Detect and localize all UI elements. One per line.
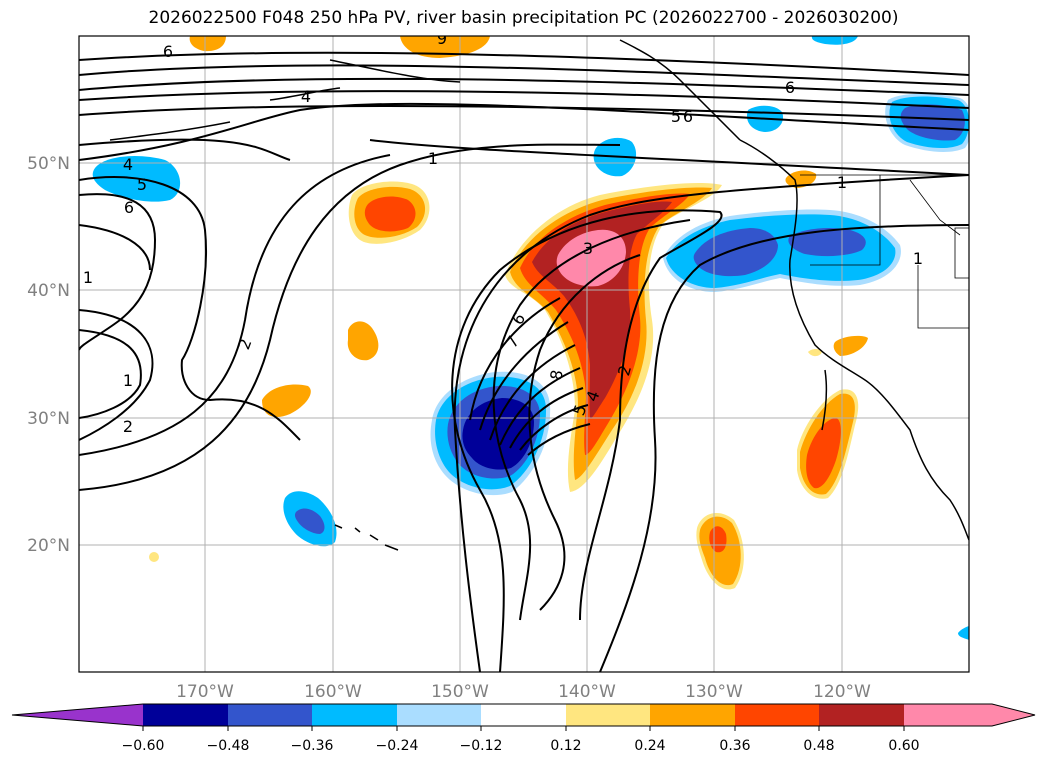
colorbar-tick: 0.48 [803,738,834,754]
lon-label: 160°W [304,682,362,702]
contour-label: 5 [137,175,147,194]
contour-label: 1 [837,173,847,192]
lat-label: 40°N [27,281,70,301]
lon-label: 130°W [685,682,743,702]
anomaly-pos-subtrop [262,384,311,418]
lon-label: 120°W [813,682,871,702]
colorbar-tick: 0.36 [719,738,750,754]
anomaly-plume-0.60 [556,229,626,287]
colorbar-tick: 0.60 [888,738,919,754]
colorbar-tick: 0.12 [550,738,581,754]
anomaly-pos-top-mid [400,36,490,58]
colorbar-tick: −0.12 [460,738,503,754]
contour-label: 1 [123,371,133,390]
graticule [79,36,969,672]
anomaly-pos-tiny [149,552,159,562]
colorbar-segment [650,704,735,726]
contour-label: 6 [785,78,795,97]
anomaly-neg-ne-0.36 [900,104,965,141]
contour-label: 4 [123,155,133,174]
anomaly-neg-westcoast-b-0.36 [788,228,866,257]
colorbar-under-arrow [12,704,143,726]
anomaly-neg-se-corner [958,626,969,640]
contour-label: 6 [163,42,173,61]
contour-label: 4 [301,87,311,106]
colorbar-tick: 0.24 [634,738,665,754]
contour-label: 6 [124,198,134,217]
colorbar-tick: −0.36 [291,738,334,754]
colorbar-segment [312,704,397,726]
map-frame [78,35,970,673]
anomaly-pos-top-left [189,36,226,52]
contour-label: 2 [614,363,635,378]
anomaly-pos-small [347,321,379,361]
latitude-labels: 50°N 40°N 30°N 20°N [27,154,70,556]
anomaly-pos-midpac-0.36 [364,196,416,232]
lon-label: 150°W [431,682,489,702]
colorbar-tick: −0.60 [122,738,165,754]
colorbar-segment [397,704,481,726]
anomaly-neg-westcoast-0.36 [693,228,778,277]
colorbar-segment [228,704,312,726]
contour-label: 9 [437,29,447,48]
coastlines [109,39,969,551]
anomaly-pos-baja-core [806,418,841,489]
anomaly-pos-socal-small [808,349,822,357]
contour-label: 6 [683,107,693,126]
colorbar-segment [143,704,228,726]
lat-label: 20°N [27,536,70,556]
map-area [79,36,969,672]
contour-label: 1 [913,249,923,268]
contour-label: 2 [123,417,133,436]
lon-label: 140°W [558,682,616,702]
colorbar-tick: −0.48 [207,738,250,754]
colorbar-over-segment [904,704,1035,726]
lon-label: 170°W [176,682,234,702]
contour-label: 1 [83,268,93,287]
contour-label: 1 [428,149,438,168]
map-title: 2026022500 F048 250 hPa PV, river basin … [148,8,899,28]
colorbar-tick: −0.24 [376,738,419,754]
colorbar: −0.60 −0.48 −0.36 −0.24 −0.12 0.12 0.24 … [11,703,1036,754]
anomaly-neg-top [811,36,858,45]
colorbar-segment [819,704,904,726]
contour-label: 8 [546,368,566,381]
political-borders [800,174,969,329]
anomaly-neg-hawaii-core [294,508,325,534]
pv-contours [79,51,969,672]
colorbar-segment [481,704,566,726]
contour-label: 5 [671,107,681,126]
longitude-labels: 170°W 160°W 150°W 140°W 130°W 120°W [176,682,871,702]
colorbar-segment [735,704,819,726]
lat-label: 30°N [27,409,70,429]
colorbar-segment [566,704,650,726]
lat-label: 50°N [27,154,70,174]
contour-label: 3 [583,239,593,258]
